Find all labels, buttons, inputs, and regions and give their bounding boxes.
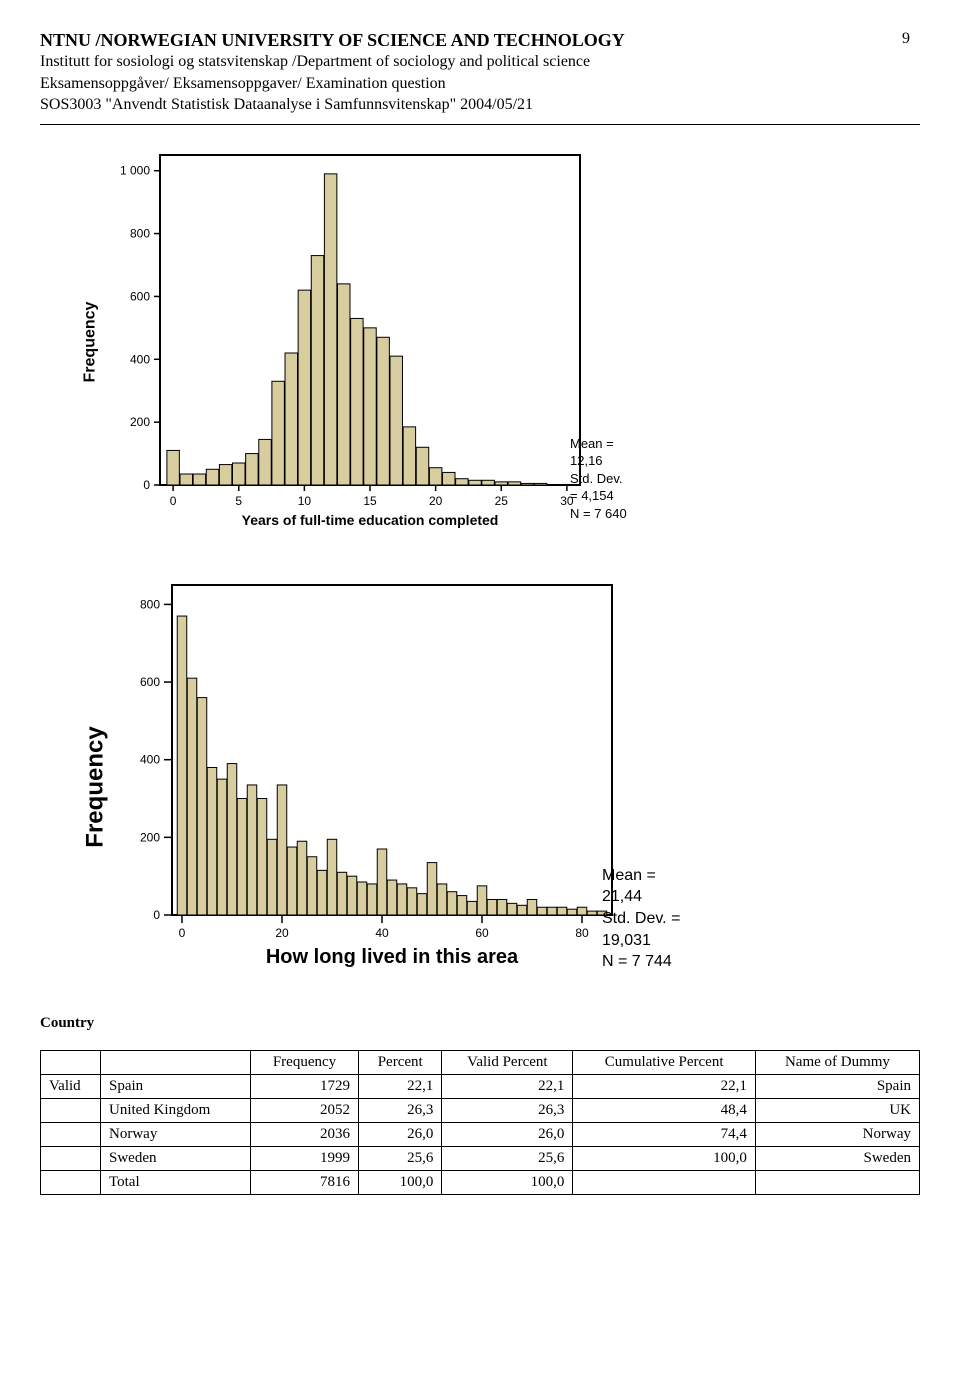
table-cell: 1999 <box>251 1146 359 1170</box>
header-divider <box>40 124 920 125</box>
svg-text:10: 10 <box>298 494 312 508</box>
table-cell: Spain <box>755 1074 919 1098</box>
table-cell: 1729 <box>251 1074 359 1098</box>
table-col-6: Name of Dummy <box>755 1050 919 1074</box>
table-cell: Total <box>101 1170 251 1194</box>
table-col-1 <box>101 1050 251 1074</box>
table-col-2: Frequency <box>251 1050 359 1074</box>
table-row: Norway203626,026,074,4Norway <box>41 1122 920 1146</box>
table-cell: 7816 <box>251 1170 359 1194</box>
table-col-3: Percent <box>359 1050 442 1074</box>
header-line-2: Institutt for sosiologi og statsvitenska… <box>40 51 920 73</box>
svg-text:0: 0 <box>170 494 177 508</box>
svg-text:800: 800 <box>140 597 160 611</box>
table-cell: 100,0 <box>442 1170 573 1194</box>
page-number: 9 <box>902 30 910 48</box>
chart2-stats: Mean = 21,44 Std. Dev. = 19,031 N = 7 74… <box>602 865 682 973</box>
svg-text:0: 0 <box>179 926 186 940</box>
table-cell: 26,0 <box>442 1122 573 1146</box>
svg-text:80: 80 <box>575 926 589 940</box>
table-cell: 25,6 <box>359 1146 442 1170</box>
table-row: Total7816100,0100,0 <box>41 1170 920 1194</box>
svg-text:0: 0 <box>143 478 150 492</box>
table-cell <box>41 1122 101 1146</box>
table-cell <box>41 1170 101 1194</box>
header-line-4: SOS3003 "Anvendt Statistisk Dataanalyse … <box>40 94 920 116</box>
chart2-sd: Std. Dev. = 19,031 <box>602 908 682 951</box>
table-col-4: Valid Percent <box>442 1050 573 1074</box>
table-row: ValidSpain172922,122,122,1Spain <box>41 1074 920 1098</box>
header-line-1: NTNU /NORWEGIAN UNIVERSITY OF SCIENCE AN… <box>40 30 920 51</box>
svg-text:600: 600 <box>140 675 160 689</box>
table-cell: Sweden <box>755 1146 919 1170</box>
table-col-5: Cumulative Percent <box>573 1050 756 1074</box>
chart2-n: N = 7 744 <box>602 951 682 973</box>
table-cell: 74,4 <box>573 1122 756 1146</box>
table-caption: Country <box>40 1015 920 1032</box>
table-cell: 48,4 <box>573 1098 756 1122</box>
svg-text:20: 20 <box>429 494 443 508</box>
table-cell: United Kingdom <box>101 1098 251 1122</box>
chart1-svg: 02004006008001 000051015202530Years of f… <box>110 145 630 535</box>
svg-text:40: 40 <box>375 926 389 940</box>
table-cell: 25,6 <box>442 1146 573 1170</box>
chart1-mean: Mean = 12,16 <box>570 435 630 470</box>
table-cell <box>573 1170 756 1194</box>
table-cell: 2052 <box>251 1098 359 1122</box>
chart2-mean: Mean = 21,44 <box>602 865 682 908</box>
svg-text:15: 15 <box>363 494 377 508</box>
table-cell: 22,1 <box>359 1074 442 1098</box>
svg-text:Years of full-time education c: Years of full-time education completed <box>242 512 499 528</box>
table-cell <box>755 1170 919 1194</box>
histogram-lived-area: Frequency 0 200 400 600 800 0 20 40 60 80 How long… <box>70 575 920 1005</box>
table-cell: Norway <box>101 1122 251 1146</box>
table-header-row: Frequency Percent Valid Percent Cumulati… <box>41 1050 920 1074</box>
chart1-stats: Mean = 12,16 Std. Dev. = 4,154 N = 7 640 <box>570 435 630 523</box>
table-cell: 22,1 <box>442 1074 573 1098</box>
svg-text:200: 200 <box>140 830 160 844</box>
svg-text:How long lived in this area: How long lived in this area <box>266 946 519 968</box>
table-cell: 26,3 <box>359 1098 442 1122</box>
table-col-0 <box>41 1050 101 1074</box>
svg-text:20: 20 <box>275 926 289 940</box>
svg-text:5: 5 <box>235 494 242 508</box>
chart2-ylabel: Frequency <box>82 727 110 848</box>
chart2-svg: 0 200 400 600 800 0 20 40 60 80 How long lived in … <box>122 575 682 995</box>
svg-text:400: 400 <box>130 352 150 366</box>
header-line-3: Eksamensoppgåver/ Eksamensoppgaver/ Exam… <box>40 73 920 95</box>
chart1-ylabel: Frequency <box>81 302 99 383</box>
table-cell: 2036 <box>251 1122 359 1146</box>
table-cell: 26,0 <box>359 1122 442 1146</box>
svg-text:600: 600 <box>130 289 150 303</box>
svg-text:25: 25 <box>495 494 509 508</box>
table-cell: Sweden <box>101 1146 251 1170</box>
table-cell: UK <box>755 1098 919 1122</box>
table-cell: Valid <box>41 1074 101 1098</box>
table-row: Sweden199925,625,6100,0Sweden <box>41 1146 920 1170</box>
table-cell: Norway <box>755 1122 919 1146</box>
document-header: NTNU /NORWEGIAN UNIVERSITY OF SCIENCE AN… <box>40 30 920 116</box>
svg-text:0: 0 <box>153 908 160 922</box>
svg-text:800: 800 <box>130 226 150 240</box>
svg-text:200: 200 <box>130 415 150 429</box>
svg-text:1 000: 1 000 <box>120 163 150 177</box>
table-cell: 26,3 <box>442 1098 573 1122</box>
table-cell: 22,1 <box>573 1074 756 1098</box>
table-cell: 100,0 <box>573 1146 756 1170</box>
table-cell: Spain <box>101 1074 251 1098</box>
chart1-sd: Std. Dev. = 4,154 <box>570 470 630 505</box>
country-table: Frequency Percent Valid Percent Cumulati… <box>40 1050 920 1195</box>
svg-text:60: 60 <box>475 926 489 940</box>
table-row: United Kingdom205226,326,348,4UK <box>41 1098 920 1122</box>
chart1-n: N = 7 640 <box>570 505 630 523</box>
table-cell <box>41 1146 101 1170</box>
svg-text:400: 400 <box>140 752 160 766</box>
table-cell: 100,0 <box>359 1170 442 1194</box>
histogram-education: Frequency 02004006008001 000051015202530… <box>70 145 920 565</box>
table-cell <box>41 1098 101 1122</box>
